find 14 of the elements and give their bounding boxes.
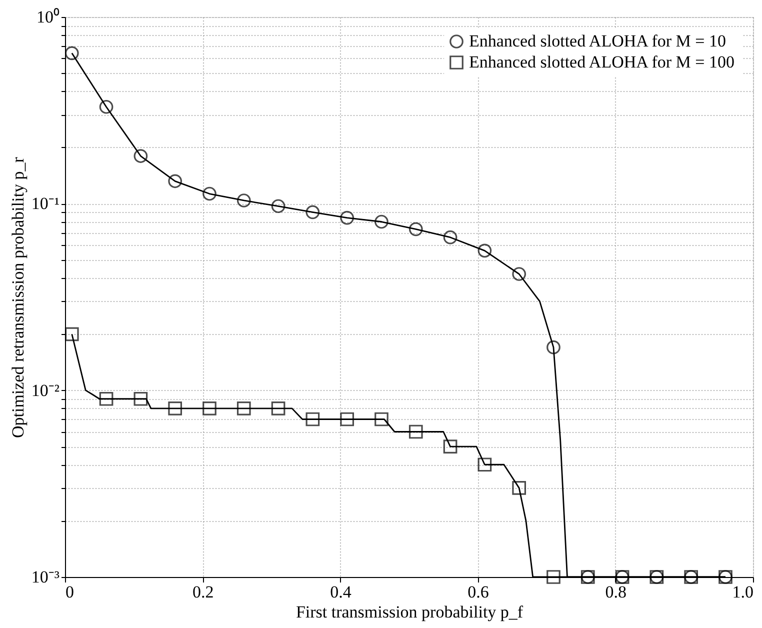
- x-tick-label: 0.2: [192, 582, 214, 602]
- x-tick-label: 1.0: [732, 582, 754, 602]
- y-axis-title: Optimized retransmission probability p_r: [8, 156, 28, 438]
- y-tick-label: 10⁻²: [31, 380, 60, 400]
- legend-label: Enhanced slotted ALOHA for M = 100: [469, 52, 734, 72]
- y-tick-label: 10⁻¹: [31, 194, 60, 214]
- y-tick-label: 10⁻³: [31, 568, 60, 586]
- x-tick-label: 0: [66, 582, 74, 602]
- y-tick-label: 10⁰: [36, 8, 60, 26]
- x-axis-title: First transmission probability p_f: [296, 602, 524, 622]
- x-tick-label: 0.8: [605, 582, 627, 602]
- x-tick-label: 0.6: [468, 582, 489, 602]
- x-tick-label: 0.4: [330, 582, 352, 602]
- legend-label: Enhanced slotted ALOHA for M = 10: [469, 32, 726, 50]
